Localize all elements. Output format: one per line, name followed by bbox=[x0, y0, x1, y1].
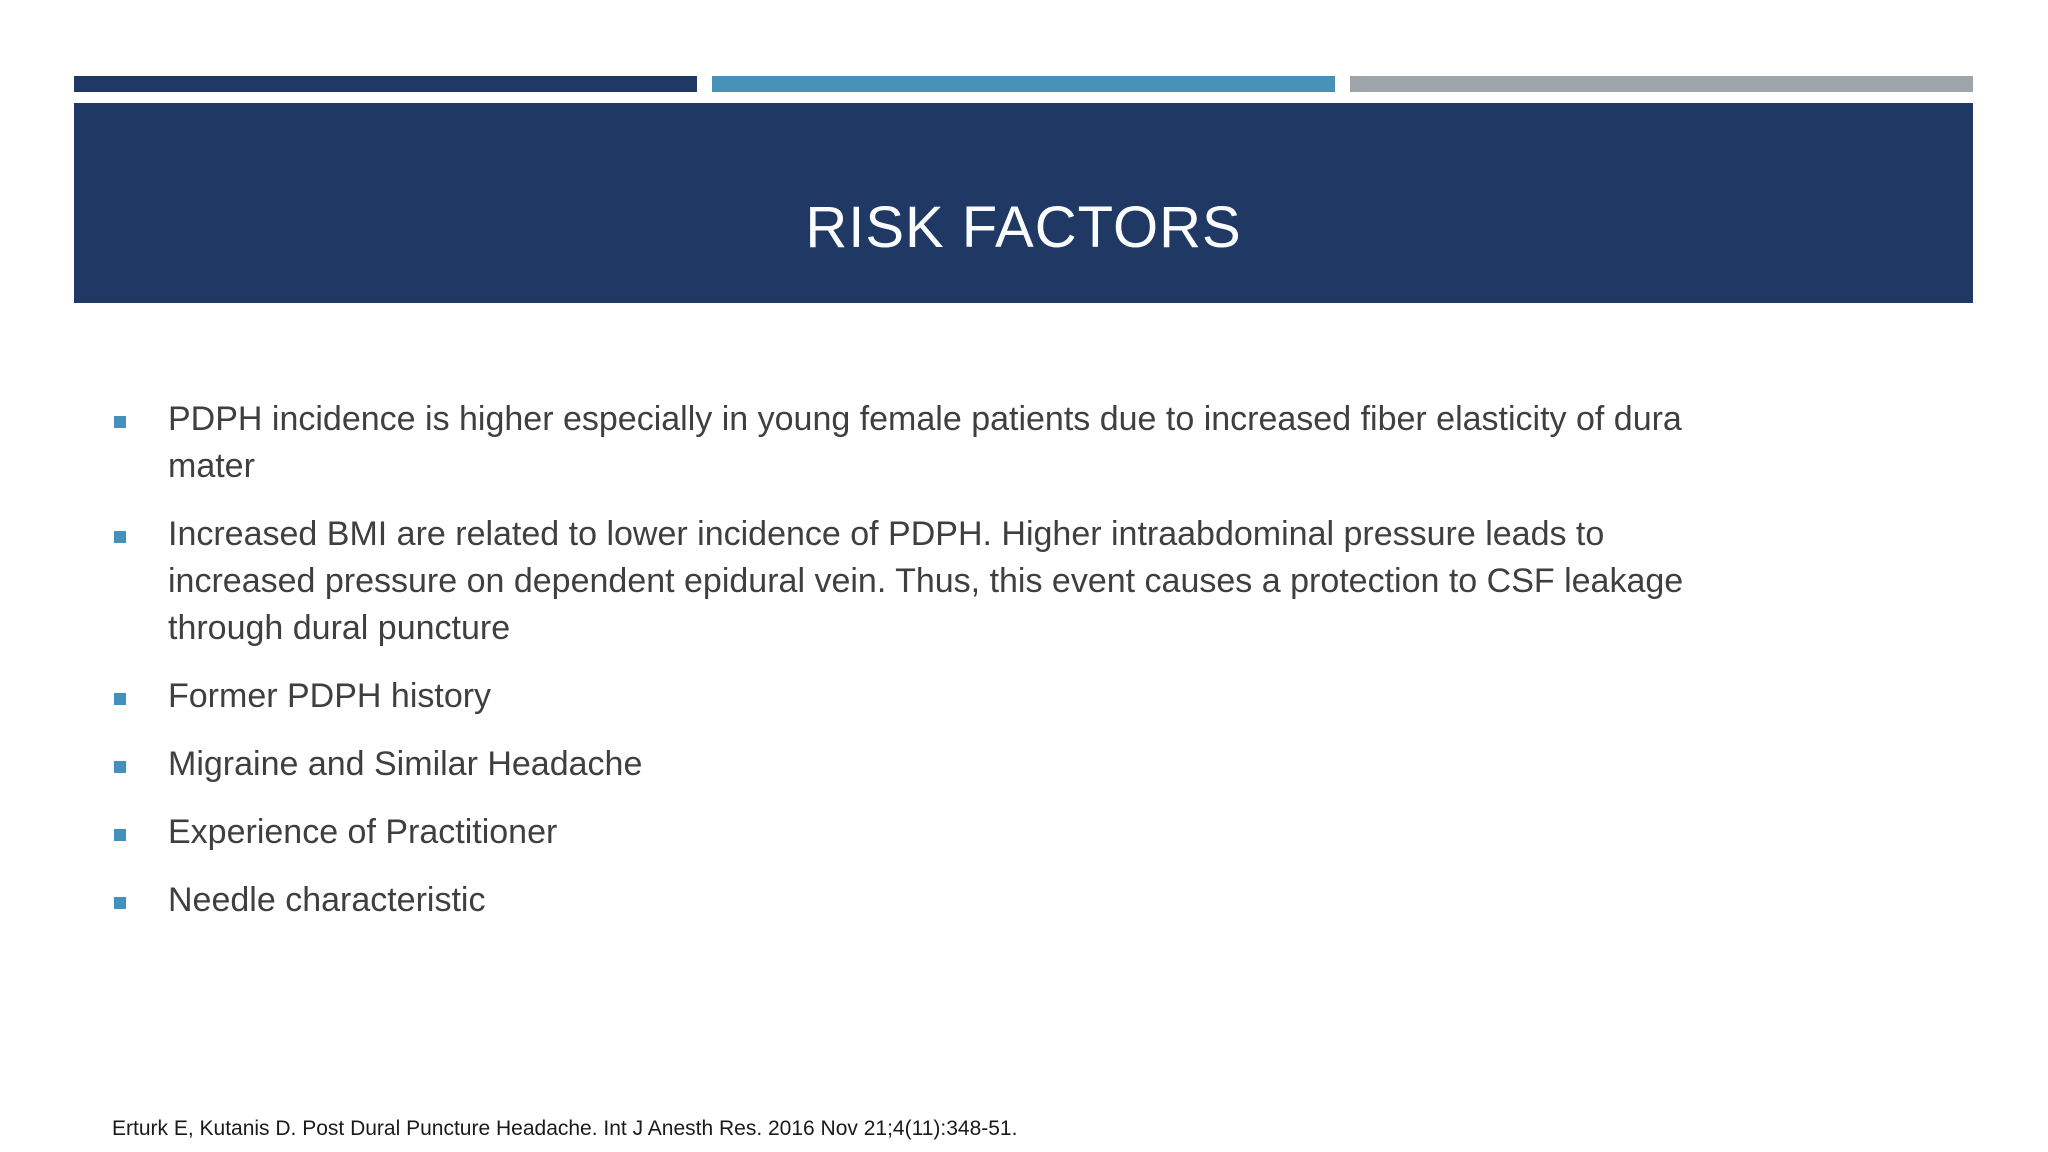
bullet-square-icon bbox=[114, 416, 126, 428]
bullet-text: Former PDPH history bbox=[168, 677, 492, 715]
bullet-square-icon bbox=[114, 693, 126, 705]
bullet-list: PDPH incidence is higher especially in y… bbox=[114, 396, 1984, 945]
list-item: Migraine and Similar Headache bbox=[114, 741, 1984, 788]
list-item: Former PDPH history bbox=[114, 673, 1984, 720]
bullet-square-icon bbox=[114, 829, 126, 841]
list-item: PDPH incidence is higher especially in y… bbox=[114, 396, 1984, 490]
bullet-text: Migraine and Similar Headache bbox=[168, 745, 643, 783]
slide-title: RISK FACTORS bbox=[805, 194, 1242, 260]
accent-bar-blue bbox=[712, 76, 1335, 92]
bullet-square-icon bbox=[114, 531, 126, 543]
accent-bar-gray bbox=[1350, 76, 1973, 92]
citation: Erturk E, Kutanis D. Post Dural Puncture… bbox=[112, 1117, 1018, 1140]
bullet-text: PDPH incidence is higher especially in y… bbox=[168, 400, 1682, 485]
accent-bar-navy bbox=[74, 76, 697, 92]
list-item: Experience of Practitioner bbox=[114, 809, 1984, 856]
bullet-text: Experience of Practitioner bbox=[168, 813, 558, 851]
top-accent-bars bbox=[74, 76, 1973, 92]
bullet-text: Increased BMI are related to lower incid… bbox=[168, 515, 1684, 647]
list-item: Increased BMI are related to lower incid… bbox=[114, 511, 1984, 652]
bullet-text: Needle characteristic bbox=[168, 881, 486, 919]
bullet-square-icon bbox=[114, 761, 126, 773]
bullet-square-icon bbox=[114, 897, 126, 909]
list-item: Needle characteristic bbox=[114, 877, 1984, 924]
title-banner: RISK FACTORS bbox=[74, 103, 1973, 303]
